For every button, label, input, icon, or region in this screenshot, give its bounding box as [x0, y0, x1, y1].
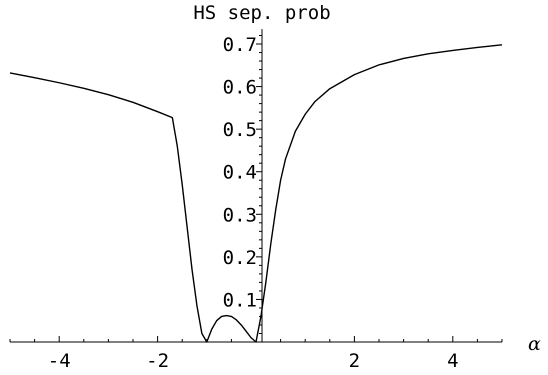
y-tick-label: 0.1 — [223, 289, 257, 311]
y-axis-title: HS sep. prob — [193, 2, 330, 24]
y-tick-label: 0.2 — [223, 247, 257, 269]
y-tick-label: 0.6 — [223, 77, 257, 99]
x-axis-label: α — [528, 333, 541, 355]
y-tick-label: 0.3 — [223, 204, 257, 226]
series-line — [9, 44, 503, 343]
tick-labels: -4 -2 2 4 0.1 0.2 0.3 0.4 0.5 0.6 0.7 — [48, 34, 459, 372]
series-group — [9, 44, 503, 343]
ticks — [9, 34, 503, 342]
y-tick-label: 0.7 — [223, 34, 257, 56]
x-tick-label: -4 — [48, 350, 71, 372]
x-tick-label: -2 — [146, 350, 169, 372]
x-tick-label: 4 — [447, 350, 458, 372]
y-tick-label: 0.4 — [223, 162, 257, 184]
y-tick-label: 0.5 — [223, 119, 257, 141]
x-tick-label: 2 — [349, 350, 360, 372]
